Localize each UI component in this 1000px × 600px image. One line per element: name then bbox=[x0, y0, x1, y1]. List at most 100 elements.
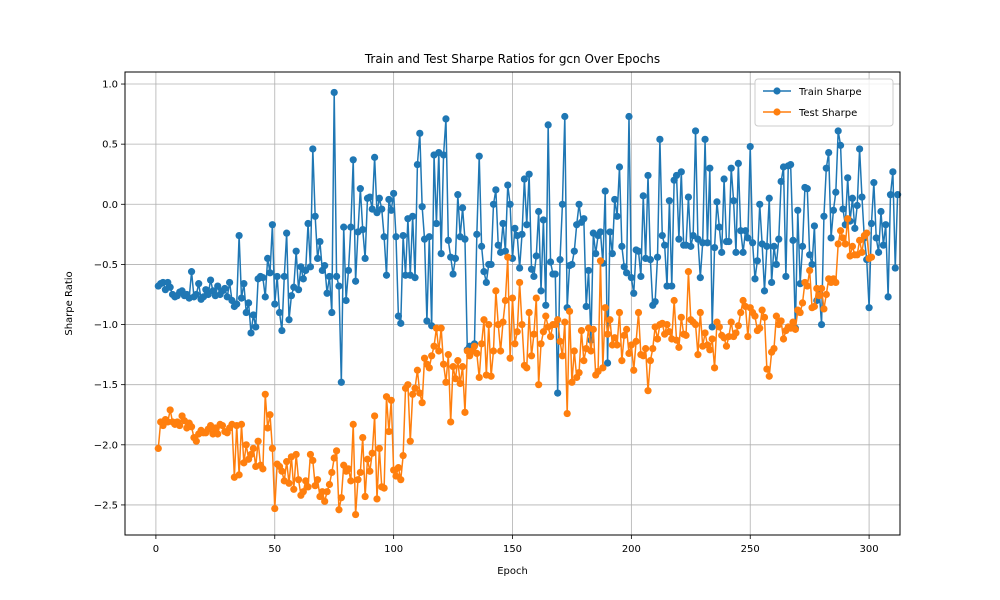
data-point bbox=[259, 465, 267, 473]
data-point bbox=[344, 465, 353, 473]
data-point bbox=[261, 293, 269, 301]
data-point bbox=[394, 312, 402, 320]
data-point bbox=[290, 485, 298, 493]
data-point bbox=[670, 296, 678, 305]
data-point bbox=[487, 372, 495, 380]
data-point bbox=[458, 363, 467, 371]
data-point bbox=[475, 373, 483, 382]
data-point bbox=[718, 248, 726, 256]
data-point bbox=[651, 298, 659, 306]
data-point bbox=[316, 237, 324, 246]
data-point bbox=[385, 195, 393, 204]
data-point bbox=[508, 294, 517, 302]
data-point bbox=[176, 421, 184, 430]
data-point bbox=[613, 341, 621, 349]
data-point bbox=[810, 222, 819, 230]
data-point bbox=[744, 332, 752, 341]
data-point bbox=[817, 320, 826, 329]
data-point bbox=[439, 151, 448, 159]
data-point bbox=[599, 364, 607, 372]
data-point bbox=[634, 308, 643, 317]
data-point bbox=[539, 328, 548, 336]
data-point bbox=[839, 234, 847, 242]
data-point bbox=[454, 357, 462, 365]
data-point bbox=[739, 296, 747, 305]
data-point bbox=[561, 318, 569, 326]
data-point bbox=[839, 205, 847, 213]
data-point bbox=[475, 152, 483, 160]
data-point bbox=[808, 260, 816, 269]
legend-label: Test Sharpe bbox=[798, 108, 857, 119]
data-point bbox=[375, 444, 383, 453]
data-point bbox=[280, 272, 288, 281]
data-point bbox=[684, 193, 693, 201]
data-point bbox=[551, 270, 559, 278]
data-point bbox=[494, 241, 502, 249]
data-point bbox=[299, 488, 307, 496]
data-point bbox=[154, 444, 162, 453]
data-point bbox=[822, 164, 830, 172]
data-point bbox=[478, 242, 486, 250]
data-point bbox=[665, 328, 674, 336]
data-point bbox=[770, 242, 778, 250]
data-point bbox=[584, 266, 593, 275]
data-point bbox=[523, 364, 531, 372]
data-point bbox=[794, 206, 802, 214]
data-point bbox=[371, 153, 379, 161]
data-point bbox=[535, 381, 543, 389]
data-point bbox=[435, 347, 443, 355]
data-point bbox=[834, 127, 842, 135]
data-point bbox=[592, 249, 600, 258]
data-point bbox=[691, 127, 700, 135]
data-point bbox=[844, 174, 852, 182]
data-point bbox=[352, 510, 360, 519]
data-point bbox=[623, 269, 631, 277]
data-point bbox=[542, 312, 550, 320]
data-point bbox=[639, 352, 647, 360]
data-point bbox=[615, 308, 624, 317]
data-point bbox=[675, 235, 683, 243]
data-point bbox=[444, 351, 452, 359]
data-point bbox=[249, 311, 257, 319]
data-point bbox=[618, 357, 626, 365]
data-point bbox=[848, 242, 857, 250]
data-point bbox=[558, 352, 567, 360]
data-point bbox=[760, 313, 769, 321]
data-point bbox=[447, 418, 455, 426]
data-point bbox=[882, 221, 890, 229]
data-point bbox=[817, 284, 826, 293]
data-point bbox=[568, 260, 576, 269]
data-point bbox=[625, 349, 633, 358]
data-point bbox=[499, 318, 507, 326]
data-point bbox=[242, 308, 250, 317]
data-point bbox=[335, 282, 343, 290]
legend-label: Train Sharpe bbox=[798, 87, 862, 98]
data-point bbox=[192, 437, 200, 445]
data-point bbox=[661, 241, 669, 249]
data-point bbox=[606, 228, 614, 236]
legend-marker bbox=[773, 108, 781, 116]
data-point bbox=[337, 378, 345, 386]
data-point bbox=[706, 164, 714, 172]
data-point bbox=[516, 278, 524, 287]
data-point bbox=[606, 316, 614, 324]
data-point bbox=[330, 88, 338, 97]
data-point bbox=[858, 248, 866, 256]
data-point bbox=[473, 349, 481, 358]
data-point bbox=[836, 227, 845, 235]
data-point bbox=[763, 242, 771, 250]
data-point bbox=[449, 363, 457, 371]
data-point bbox=[741, 227, 750, 235]
data-point bbox=[756, 324, 764, 332]
x-tick-label: 150 bbox=[503, 544, 522, 555]
data-point bbox=[513, 328, 521, 336]
data-point bbox=[746, 142, 754, 151]
data-point bbox=[233, 300, 241, 308]
data-point bbox=[266, 269, 274, 277]
data-point bbox=[546, 332, 555, 341]
data-point bbox=[580, 215, 588, 223]
data-point bbox=[623, 325, 631, 333]
data-point bbox=[278, 326, 286, 335]
data-point bbox=[580, 357, 588, 365]
data-point bbox=[589, 325, 597, 333]
